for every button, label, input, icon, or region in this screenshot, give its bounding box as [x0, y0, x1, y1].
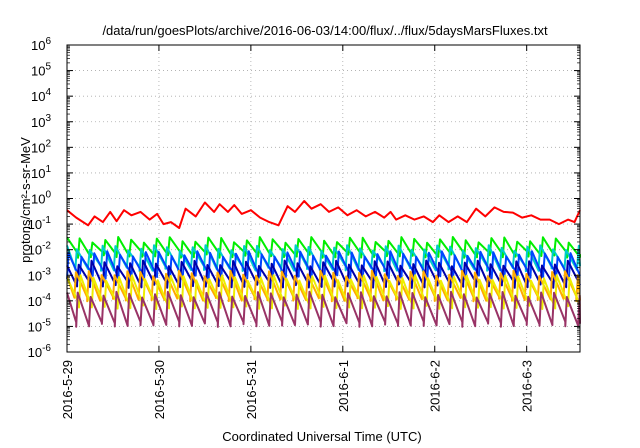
y-axis-label: protons/cm²-s-sr-MeV	[18, 137, 33, 263]
y-tick-label: 100	[31, 190, 51, 207]
y-tick-label: 104	[31, 87, 51, 104]
x-tick-label: 2016-5-31	[244, 360, 259, 419]
x-tick-label: 2016-6-2	[428, 360, 443, 412]
y-tick-label: 10-4	[28, 292, 52, 309]
x-tick-label: 2016-5-30	[152, 360, 167, 419]
x-tick-label: 2016-6-3	[520, 360, 535, 412]
y-tick-label: 101	[31, 164, 51, 181]
x-axis: 2016-5-29 2016-5-30 2016-5-31 2016-6-1 2016-…	[60, 45, 535, 419]
y-tick-label: 106	[31, 36, 51, 53]
series-line-1	[66, 200, 581, 229]
plot-lines	[66, 200, 581, 328]
x-tick-label: 2016-5-29	[60, 360, 75, 419]
y-tick-label: 103	[31, 113, 51, 130]
y-tick-label: 10-5	[28, 317, 52, 334]
x-axis-label: Coordinated Universal Time (UTC)	[222, 429, 421, 444]
series-line-8	[66, 290, 581, 328]
y-tick-label: 10-6	[28, 343, 52, 360]
chart-title: /data/run/goesPlots/archive/2016-06-03/1…	[102, 23, 548, 38]
y-tick-label: 10-3	[28, 266, 52, 283]
x-tick-label: 2016-6-1	[336, 360, 351, 412]
y-tick-label: 105	[31, 62, 51, 79]
series-line-5	[66, 259, 581, 289]
y-tick-label: 102	[31, 138, 51, 155]
